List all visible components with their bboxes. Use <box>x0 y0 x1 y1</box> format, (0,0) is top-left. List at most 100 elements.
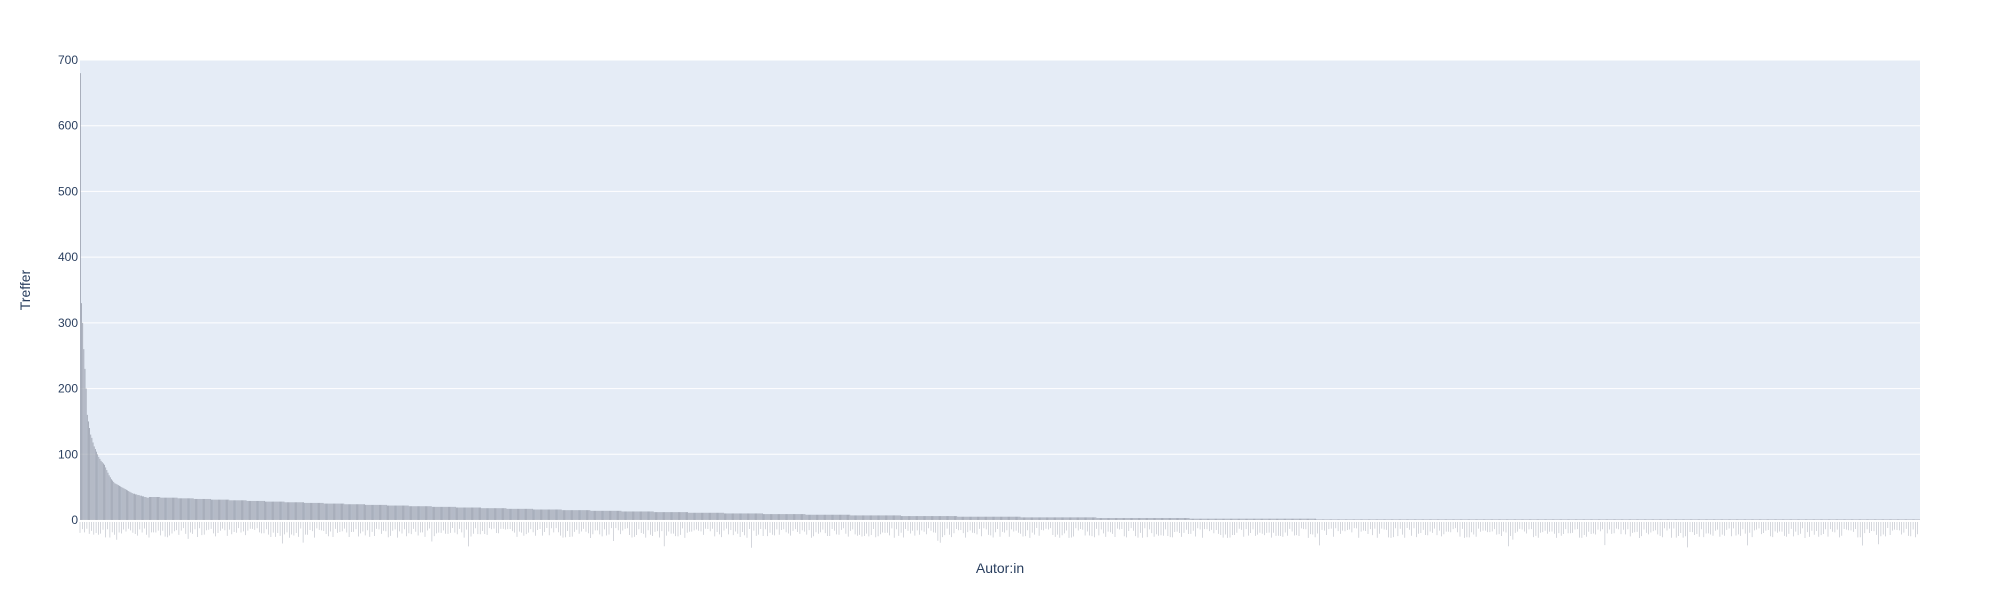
bar <box>1394 519 1396 520</box>
bar <box>689 512 691 520</box>
bar <box>1087 517 1089 520</box>
bar <box>615 510 617 520</box>
bar <box>1489 519 1491 520</box>
bar <box>788 514 790 520</box>
bar <box>528 508 530 520</box>
bar <box>1673 519 1675 520</box>
bar <box>1709 519 1711 520</box>
bar <box>1043 517 1045 520</box>
bar <box>1207 518 1208 520</box>
bar <box>1366 519 1368 520</box>
bar <box>875 515 877 520</box>
bar <box>827 514 829 520</box>
bar <box>952 516 954 520</box>
bar <box>357 504 358 520</box>
bar <box>1323 519 1324 520</box>
bar <box>537 509 539 520</box>
bar <box>111 479 112 520</box>
bar <box>436 506 438 520</box>
bar <box>119 485 120 520</box>
bar <box>1606 519 1607 520</box>
bar <box>1561 519 1562 520</box>
bar <box>1471 519 1473 520</box>
bar <box>258 500 260 520</box>
bar <box>1801 519 1803 520</box>
bar <box>465 507 467 520</box>
bar <box>1166 518 1168 520</box>
bar <box>1056 517 1058 520</box>
bar <box>1560 519 1561 520</box>
bar <box>1531 519 1533 520</box>
bar <box>747 513 748 520</box>
bar <box>314 502 316 520</box>
bar <box>688 512 690 520</box>
bar <box>113 481 115 520</box>
bar <box>1890 519 1891 520</box>
bar <box>1247 518 1249 520</box>
bar <box>1524 519 1526 520</box>
bar <box>679 512 680 520</box>
bar <box>740 513 741 520</box>
bar <box>1853 519 1855 520</box>
bar <box>1163 518 1165 520</box>
bar <box>1142 518 1144 520</box>
bar <box>927 516 929 520</box>
bar <box>756 513 757 520</box>
bar <box>940 516 941 520</box>
bar <box>1470 519 1472 520</box>
bar <box>566 510 568 520</box>
bar <box>1124 518 1125 520</box>
bar <box>982 516 984 520</box>
bar <box>1754 519 1756 520</box>
bar <box>812 514 814 520</box>
bar <box>241 500 242 520</box>
bar <box>971 516 973 520</box>
bar <box>362 504 364 520</box>
bar <box>979 516 981 520</box>
bar <box>1893 519 1895 520</box>
bar <box>1325 519 1327 520</box>
bar <box>508 508 510 520</box>
bar <box>1487 519 1489 520</box>
bar <box>1563 519 1565 520</box>
bar <box>751 513 753 520</box>
bar <box>1001 516 1002 520</box>
bar <box>1462 519 1464 520</box>
bar <box>420 506 422 520</box>
bar <box>931 516 932 520</box>
bar <box>1426 519 1428 520</box>
x-axis-label: Autor:in <box>976 560 1024 576</box>
bar <box>1918 519 1920 520</box>
bar <box>707 512 709 520</box>
bar <box>1075 517 1077 520</box>
bar <box>642 511 644 520</box>
bar <box>274 501 276 520</box>
bar <box>991 516 993 520</box>
bar <box>857 515 859 520</box>
bar <box>1868 519 1870 520</box>
bar <box>1391 519 1392 520</box>
bar <box>146 497 148 520</box>
bar <box>1404 519 1406 520</box>
bar <box>728 513 730 520</box>
bar <box>1702 519 1704 520</box>
bar <box>1425 519 1427 520</box>
bar <box>483 508 485 520</box>
bar <box>1063 517 1065 520</box>
bar <box>1374 519 1376 520</box>
bar <box>1294 518 1296 520</box>
bar <box>1572 519 1574 520</box>
bar <box>858 515 860 520</box>
bar <box>1558 519 1560 520</box>
bar <box>80 73 81 520</box>
bar <box>1540 519 1542 520</box>
bar <box>103 463 104 520</box>
bar <box>833 514 835 520</box>
bar <box>1059 517 1061 520</box>
bar <box>1244 518 1246 520</box>
bar <box>291 502 293 520</box>
bar <box>204 498 205 520</box>
bar <box>683 512 685 520</box>
bar <box>909 516 910 520</box>
bar <box>275 501 277 520</box>
